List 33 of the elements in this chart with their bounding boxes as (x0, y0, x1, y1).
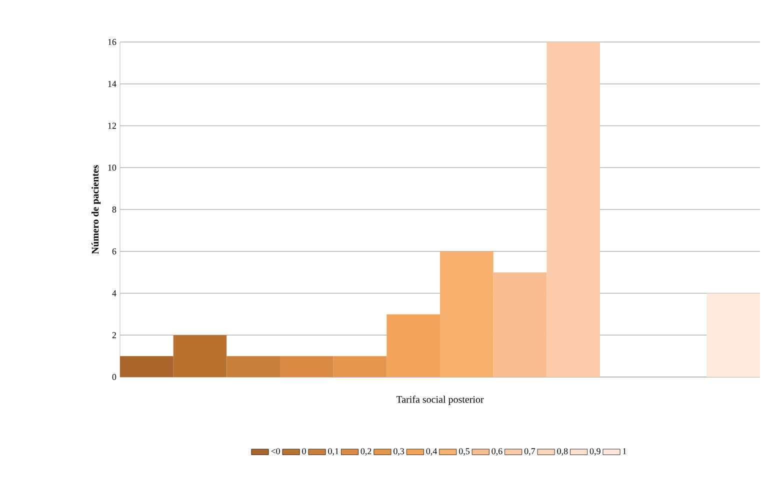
bar (226, 356, 280, 377)
legend-label: 0,2 (360, 448, 372, 456)
bar (173, 335, 227, 377)
y-tick-label: 8 (112, 206, 116, 213)
bar (280, 356, 334, 377)
y-tick-label: 0 (112, 374, 116, 380)
y-tick-label: 16 (108, 38, 116, 46)
bar (546, 42, 600, 377)
legend-label: 1 (623, 448, 626, 454)
y-tick-label: 12 (108, 122, 116, 129)
bar (440, 251, 494, 377)
y-tick-label: 10 (108, 164, 116, 171)
y-tick-label: 2 (112, 332, 116, 338)
legend-label: 0,5 (458, 448, 470, 456)
y-tick-label: 6 (112, 248, 116, 254)
y-tick-label: 14 (108, 80, 116, 87)
y-axis-title: Número de pacientes (92, 165, 101, 254)
bar (333, 356, 387, 377)
legend-label: 0,9 (590, 448, 600, 456)
legend-label: 0,6 (492, 448, 502, 456)
bar (706, 293, 760, 377)
legend-label: 0,4 (426, 448, 438, 456)
legend-label: 0,7 (524, 448, 536, 456)
legend-label: 0 (302, 448, 306, 454)
bar (386, 314, 440, 377)
legend-label: 0,8 (557, 448, 568, 456)
x-axis-title: Tarifa social posterior (396, 396, 484, 405)
bar (493, 272, 547, 377)
legend-label: 0,1 (328, 448, 338, 456)
legend-label: 0,3 (394, 448, 404, 456)
bar (120, 356, 174, 377)
y-tick-label: 4 (112, 290, 116, 296)
legend-label: <0 (271, 448, 280, 454)
